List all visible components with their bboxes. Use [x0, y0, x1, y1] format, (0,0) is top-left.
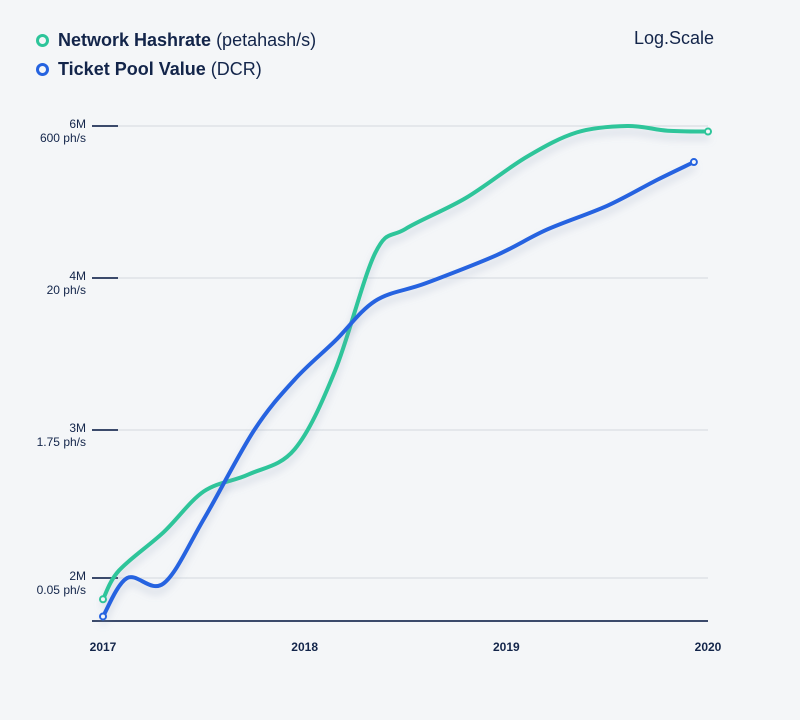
- legend-item-hashrate[interactable]: Network Hashrate (petahash/s): [36, 26, 316, 55]
- x-tick-label: 2017: [89, 640, 117, 654]
- x-tick-label: 2020: [694, 640, 722, 654]
- y-tick-value: 6M: [69, 117, 86, 131]
- y-tick-label: 6M 600 ph/s: [26, 117, 86, 145]
- grid: [92, 125, 708, 622]
- ticket-pool-marker-icon: [36, 63, 49, 76]
- y-tick-value: 2M: [69, 569, 86, 583]
- hashrate-marker-icon: [36, 34, 49, 47]
- y-tick-value: 4M: [69, 269, 86, 283]
- x-tick-label: 2019: [492, 640, 520, 654]
- x-tick-label: 2018: [291, 640, 319, 654]
- hashrate-start-point: [99, 595, 107, 604]
- series-line-ticket-pool: [101, 160, 696, 619]
- legend-item-ticket-pool[interactable]: Ticket Pool Value (DCR): [36, 55, 316, 84]
- y-tick-value: 3M: [69, 421, 86, 435]
- lines: [99, 123, 712, 621]
- legend-series-unit: (DCR): [210, 59, 262, 79]
- series-line-hashrate: [101, 123, 710, 602]
- y-tick-hashrate: 600 ph/s: [39, 131, 86, 145]
- y-tick-label: 4M 20 ph/s: [26, 269, 86, 297]
- y-tick-hashrate: 1.75 ph/s: [36, 435, 86, 449]
- ticket-pool-start-point: [99, 612, 107, 621]
- y-tick-label: 2M 0.05 ph/s: [26, 569, 86, 597]
- legend-series-name: Network Hashrate: [58, 30, 212, 50]
- legend: Network Hashrate (petahash/s) Ticket Poo…: [36, 26, 316, 84]
- y-tick-hashrate: 0.05 ph/s: [36, 583, 86, 597]
- legend-series-name: Ticket Pool Value: [58, 59, 206, 79]
- hashrate-end-point: [704, 127, 712, 136]
- y-tick-hashrate: 20 ph/s: [46, 283, 86, 297]
- legend-series-unit: (petahash/s): [216, 30, 317, 50]
- y-tick-label: 3M 1.75 ph/s: [26, 421, 86, 449]
- ticket-pool-end-point: [689, 158, 698, 167]
- scale-toggle[interactable]: Log.Scale: [634, 28, 715, 48]
